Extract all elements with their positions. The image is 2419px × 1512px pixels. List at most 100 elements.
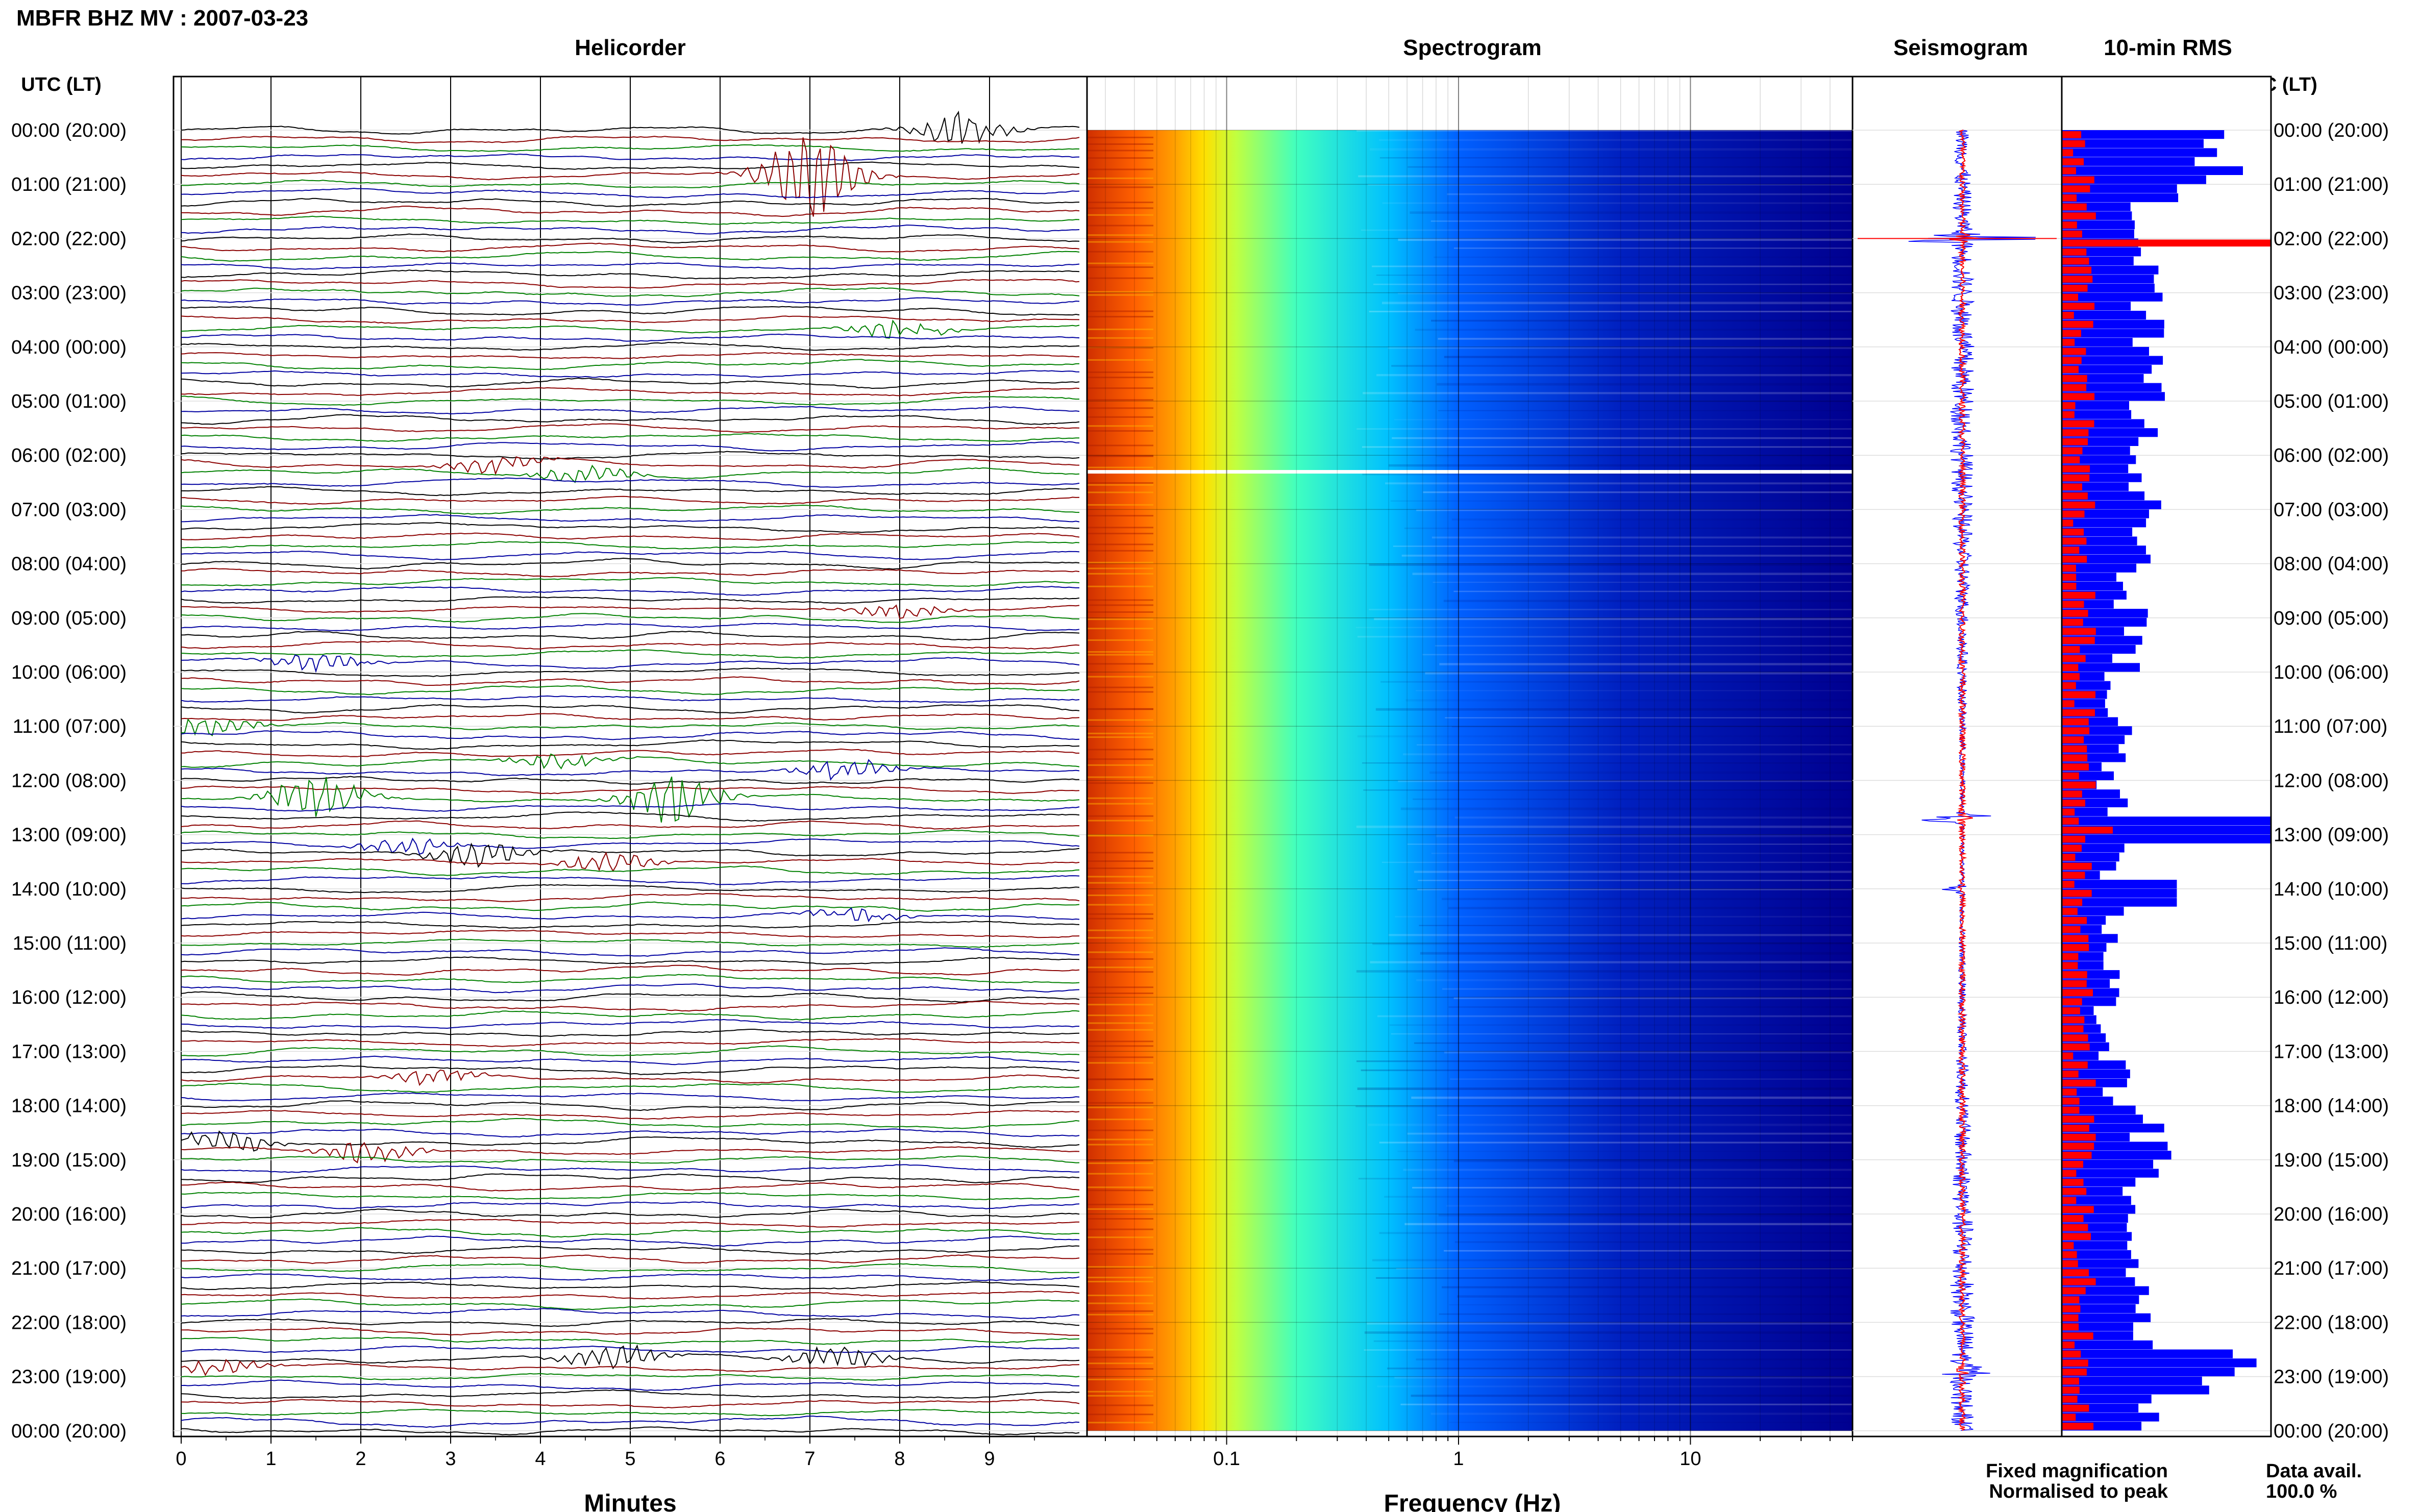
spectrogram-texture [1376, 275, 1874, 276]
legend-fixed-magnification: Fixed magnification [1986, 1460, 2168, 1482]
time-label-left: 01:00 (21:00) [11, 174, 127, 195]
helicorder-trace [181, 206, 1080, 217]
helicorder-trace [181, 865, 1080, 876]
helicorder-trace [181, 406, 1080, 415]
spectrogram-texture [1087, 347, 1153, 349]
helicorder-trace [181, 161, 1080, 170]
rms-normalised-bar [2062, 1296, 2080, 1303]
helicorder-trace [181, 1064, 1080, 1075]
rms-normalised-bar [2062, 537, 2087, 545]
spectrogram-texture [1087, 225, 1153, 227]
helicorder-trace [181, 251, 1080, 262]
time-label-left: 23:00 (19:00) [11, 1367, 127, 1388]
spectrogram-texture [1087, 1280, 1153, 1282]
spectrogram-texture [1087, 177, 1153, 179]
rms-fixed-bar [2062, 663, 2140, 672]
rms-normalised-bar [2062, 366, 2079, 373]
helicorder-trace [181, 983, 1080, 994]
helicorder-trace [181, 486, 1080, 497]
helicorder-trace [181, 1082, 1080, 1093]
helicorder-trace [181, 1181, 1080, 1192]
helicorder-trace [181, 759, 1080, 781]
time-label-right: 03:00 (23:00) [2274, 283, 2389, 304]
spectrogram-texture [1087, 1228, 1153, 1230]
time-label-right: 10:00 (06:00) [2274, 662, 2389, 683]
spectrogram-texture [1438, 1214, 1936, 1217]
rms-normalised-bar [2062, 971, 2087, 978]
rms-fixed-bar [2062, 1069, 2130, 1078]
helicorder-trace [181, 1128, 1080, 1138]
spectrogram-texture [1449, 1304, 1947, 1306]
spectrogram-texture [1087, 1078, 1153, 1080]
helicorder-trace [181, 901, 1080, 912]
helicorder-trace [181, 739, 1080, 750]
spectrogram-texture [1438, 338, 1936, 340]
helicorder-trace [181, 829, 1080, 839]
spectrogram-texture [1364, 1349, 1862, 1351]
rms-normalised-bar [2062, 483, 2082, 490]
helicorder-x-tick-label: 4 [535, 1448, 546, 1470]
spectrogram-texture [1379, 1232, 1877, 1234]
spectrogram-texture [1363, 392, 1861, 394]
helicorder-trace [181, 1142, 1080, 1163]
spectrogram-texture [1439, 1313, 1937, 1315]
rms-normalised-bar [2062, 754, 2088, 761]
spectrogram-heatmap [1087, 130, 1853, 1431]
rms-normalised-bar [2062, 1251, 2077, 1258]
helicorder-trace [181, 1345, 1080, 1353]
helicorder-trace [181, 153, 1080, 161]
spectrogram-texture [1087, 1249, 1153, 1251]
time-label-left: 04:00 (00:00) [11, 337, 127, 358]
helicorder-trace [181, 306, 1080, 316]
rms-normalised-bar [2062, 1224, 2088, 1231]
spectrogram-texture [1087, 207, 1153, 209]
helicorder-trace [181, 359, 1080, 370]
spectrogram-texture [1356, 428, 1855, 430]
rms-normalised-bar [2062, 763, 2089, 771]
rms-normalised-bar [2062, 1143, 2094, 1150]
spectrogram-texture [1087, 1391, 1153, 1393]
spectrogram-texture [1453, 1159, 1952, 1162]
helicorder-trace [181, 654, 1080, 674]
rms-normalised-bar [2062, 312, 2074, 319]
rms-normalised-bar [2062, 591, 2095, 599]
rms-normalised-bar [2062, 465, 2090, 473]
spectrogram-texture [1087, 1362, 1153, 1365]
spectrogram-texture [1395, 915, 1893, 918]
spectrogram-texture [1087, 407, 1153, 409]
helicorder-trace [181, 1399, 1080, 1409]
rms-fixed-bar [2062, 1322, 2133, 1331]
spectrogram-texture [1087, 651, 1153, 653]
spectrogram-texture [1087, 1014, 1153, 1017]
spectrogram-texture [1087, 416, 1153, 418]
spectrogram-texture [1379, 1142, 1877, 1144]
spectrogram-texture [1446, 1205, 1944, 1207]
rms-fixed-bar [2062, 148, 2217, 157]
spectrogram-texture [1087, 937, 1153, 939]
helicorder-trace [181, 803, 1080, 812]
spectrogram-texture [1087, 958, 1153, 960]
rms-normalised-bar [2062, 980, 2087, 987]
helicorder-trace [181, 1155, 1080, 1164]
spectrogram-texture [1087, 736, 1153, 738]
rms-normalised-bar [2062, 610, 2088, 617]
rms-normalised-bar [2062, 1070, 2079, 1078]
rms-normalised-bar [2062, 284, 2088, 292]
spectrogram-texture [1411, 1096, 1909, 1099]
spectrogram-texture [1416, 744, 1914, 746]
spectrogram-texture [1087, 1208, 1153, 1210]
rms-normalised-bar [2062, 835, 2085, 843]
helicorder-trace [181, 811, 1080, 822]
spectrogram-texture [1087, 1302, 1153, 1304]
time-label-right: 04:00 (00:00) [2274, 337, 2389, 358]
helicorder-trace [181, 464, 1080, 483]
time-label-right: 23:00 (19:00) [2274, 1367, 2389, 1388]
rms-normalised-bar [2062, 1350, 2081, 1358]
spectrogram-texture [1429, 771, 1928, 774]
helicorder-trace [181, 1379, 1080, 1391]
rms-normalised-bar [2062, 402, 2076, 409]
helicorder-trace [181, 197, 1080, 207]
rms-normalised-bar [2062, 384, 2087, 391]
spectrogram-texture [1412, 1186, 1910, 1189]
time-label-left: 18:00 (14:00) [11, 1096, 127, 1117]
